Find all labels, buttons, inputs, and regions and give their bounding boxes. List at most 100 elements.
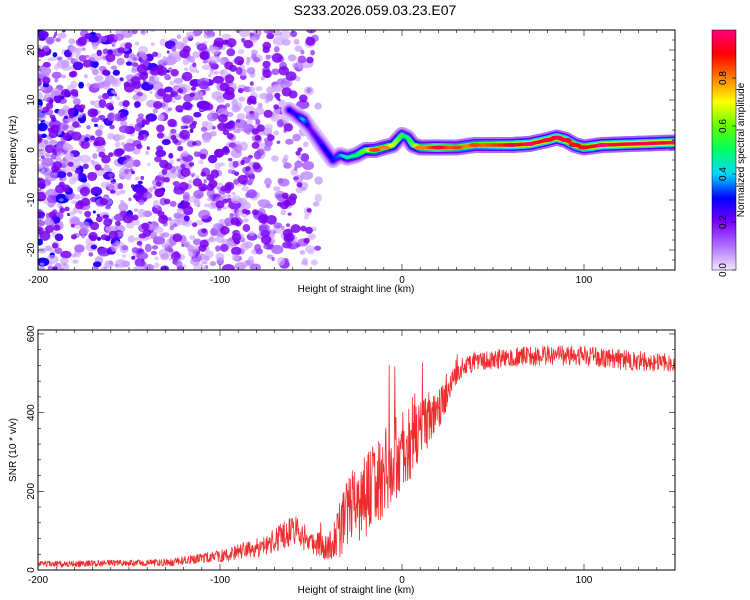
spectrogram-noise-blob — [139, 71, 149, 81]
spectrogram-noise-blob — [39, 262, 45, 266]
spectrogram-noise-blob — [143, 266, 151, 270]
spectrogram-noise-blob — [157, 88, 167, 97]
spectrogram-noise-blob — [114, 93, 118, 97]
spectrogram-noise-blob — [285, 138, 294, 145]
spectrogram-noise-blob — [207, 154, 218, 164]
spectrogram-noise-blob — [149, 66, 160, 76]
spectrogram-noise-blob — [119, 200, 125, 204]
spectrogram-noise-blob — [123, 142, 135, 152]
spectrogram-noise-blob — [282, 117, 290, 124]
spectrogram-noise-blob — [173, 223, 178, 227]
spectrogram-noise-blob — [200, 126, 208, 132]
spectrogram-noise-blob — [120, 189, 126, 194]
spectrogram-noise-blob — [100, 234, 108, 241]
spectrogram-noise-blob — [128, 197, 132, 202]
spectrogram-noise-blob — [263, 245, 268, 249]
spectrogram-noise-blob — [60, 88, 71, 98]
spectrogram-noise-blob — [97, 124, 104, 131]
spectrogram-noise-blob — [231, 246, 242, 256]
spectrogram-noise-blob — [124, 30, 132, 35]
spectrogram-noise-blob — [166, 171, 178, 179]
spectrogram-noise-blob — [92, 210, 96, 214]
spectrogram-noise-blob — [267, 134, 275, 141]
spectrogram-noise-blob — [45, 225, 54, 234]
spectrogram-noise-blob — [130, 76, 141, 85]
spectrogram-noise-blob — [246, 67, 256, 75]
spectrogram-noise-blob — [160, 253, 170, 261]
spectrogram-noise-blob — [216, 57, 224, 62]
spectrogram-noise-blob — [189, 128, 194, 134]
spectrogram-noise-blob — [207, 112, 218, 122]
spectrogram-noise-blob — [167, 107, 173, 111]
spectrogram-noise-blob — [91, 117, 100, 123]
spectrogram-noise-blob — [163, 198, 171, 205]
spectrogram-noise-blob — [133, 265, 145, 270]
spectrogram-noise-blob — [152, 184, 157, 190]
spectrogram-noise-blob — [41, 133, 47, 139]
spectrogram-noise-blob — [203, 30, 213, 36]
spectrogram-ridge-peak — [468, 143, 481, 147]
spectrogram-noise-blob — [273, 130, 280, 136]
spectrogram-noise-blob — [119, 125, 131, 134]
spectrogram-noise-blob — [295, 150, 301, 156]
snr-plot-area — [38, 330, 675, 570]
spectrogram-noise-blob — [246, 130, 251, 135]
spectrogram-noise-blob — [152, 108, 158, 114]
spectrogram-noise-blob — [136, 91, 144, 97]
spectrogram-noise-blob — [231, 254, 240, 261]
spectrogram-noise-blob — [306, 56, 314, 64]
spectrogram-noise-blob — [227, 157, 233, 162]
spectrogram-noise-blob — [216, 108, 229, 116]
spectrogram-noise-blob — [140, 258, 145, 263]
spectrogram-noise-blob — [192, 238, 202, 246]
spectrogram-noise-blob — [252, 162, 261, 170]
spectrogram-noise-blob — [297, 63, 304, 70]
spectrogram-noise-blob — [80, 140, 90, 150]
spectrogram-noise-blob — [195, 69, 200, 74]
spectrogram-noise-blob — [158, 214, 169, 224]
spectrogram-noise-blob — [88, 35, 99, 43]
spectrogram-noise-blob — [38, 167, 46, 174]
spectrogram-noise-blob — [185, 31, 196, 39]
spectrogram-noise-blob — [141, 119, 148, 125]
spectrogram-noise-blob — [38, 247, 47, 254]
spectrogram-noise-blob — [178, 181, 189, 191]
spectrogram-ridge-peak — [368, 148, 381, 152]
spectrogram-noise-blob — [117, 47, 125, 54]
spectrogram-noise-blob — [265, 54, 271, 60]
spectrogram-noise-blob — [173, 77, 183, 85]
spectrogram-noise-blob — [300, 225, 307, 232]
spectrogram-noise-blob — [215, 235, 225, 243]
spectrogram-noise-blob — [284, 80, 293, 87]
colorbar-tick-label: 0.8 — [718, 71, 729, 85]
spectrogram-noise-blob — [97, 110, 101, 115]
spectrogram-noise-blob — [111, 89, 115, 94]
spectrogram-noise-blob — [213, 37, 225, 48]
spectrogram-noise-blob — [147, 78, 157, 85]
spectrogram-noise-blob — [169, 200, 177, 208]
spectrogram-noise-blob — [253, 30, 262, 38]
spectrogram-noise-blob — [98, 114, 106, 121]
spectrogram-noise-blob — [209, 70, 215, 75]
spectrogram-noise-blob — [249, 110, 254, 115]
spectrogram-noise-blob — [61, 64, 71, 71]
spectrogram-noise-blob — [143, 191, 153, 199]
spectrogram-noise-blob — [51, 242, 59, 249]
spectrogram-noise-blob — [63, 115, 69, 120]
spectrogram-noise-blob — [251, 49, 258, 56]
spectrogram-noise-blob — [307, 233, 316, 240]
spectrogram-ridge-peak — [550, 135, 563, 140]
spectrogram-noise-blob — [124, 42, 133, 49]
spectrogram-noise-blob — [161, 139, 171, 146]
spectrogram-noise-blob — [59, 207, 66, 214]
spectrogram-noise-blob — [51, 71, 62, 79]
spectrogram-noise-blob — [45, 36, 55, 45]
spectrogram-noise-blob — [310, 49, 315, 56]
spectrogram-noise-blob — [134, 41, 140, 46]
spectrogram-noise-blob — [300, 153, 310, 162]
spectrogram-noise-blob — [129, 168, 134, 172]
spectrogram-noise-blob — [305, 36, 316, 46]
spectrogram-y-tick-label: 0 — [26, 147, 37, 153]
spectrogram-noise-blob — [116, 57, 125, 66]
